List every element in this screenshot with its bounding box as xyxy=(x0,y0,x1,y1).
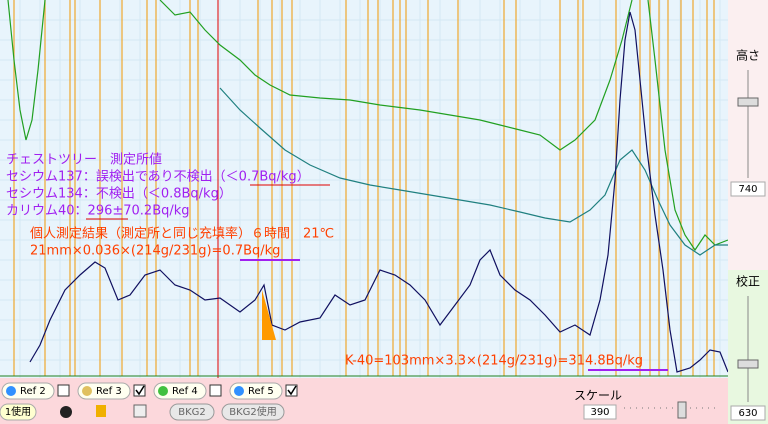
ref-button[interactable] xyxy=(77,382,131,400)
bkg2-use-button[interactable] xyxy=(221,403,285,421)
ref-label: Ref 5 xyxy=(248,386,274,397)
paw-icon[interactable] xyxy=(60,406,72,418)
button-label: BKG2使用 xyxy=(229,405,277,418)
annotation: 個人測定結果（測定所と同じ充填率）６時間 21℃ xyxy=(30,226,334,242)
ref-label: Ref 4 xyxy=(172,386,198,397)
panel-label: 校正 xyxy=(736,274,760,289)
ref-dot xyxy=(158,386,168,396)
scale-slider[interactable] xyxy=(677,401,687,419)
ref-button[interactable] xyxy=(229,382,283,400)
peak-area xyxy=(262,290,276,340)
plot-area xyxy=(0,0,728,378)
button-label: BKG2 xyxy=(178,407,206,418)
roi-lines xyxy=(13,0,715,376)
lock-icon[interactable] xyxy=(96,405,106,417)
annotation: K-40=103mm×3.3×(214g/231g)=314.8Bq/kg xyxy=(345,354,643,369)
ref-label: Ref 2 xyxy=(20,386,46,397)
check-mark xyxy=(287,385,297,396)
use-button[interactable] xyxy=(0,403,37,421)
button-label: 1使用 xyxy=(5,405,31,418)
height-slider[interactable] xyxy=(737,97,759,107)
value-box xyxy=(730,181,766,197)
calibration-value: 630 xyxy=(738,408,757,419)
ref-checkbox[interactable] xyxy=(57,384,70,397)
annotation: 21mm×0.036×(214g/231g)=0.7Bq/kg xyxy=(30,244,280,259)
calibration-slider[interactable] xyxy=(737,359,759,369)
ref-checkbox[interactable] xyxy=(133,384,146,397)
annotation: セシウム134：不検出（＜0.8Bq/kg） xyxy=(6,187,232,202)
ref-label: Ref 3 xyxy=(96,386,122,397)
ref-dot xyxy=(6,386,16,396)
scale-label: スケール xyxy=(574,389,622,403)
ref-curve xyxy=(159,0,729,252)
check-mark xyxy=(135,385,145,396)
bkg2-button[interactable] xyxy=(169,403,215,421)
value-box xyxy=(583,404,617,420)
ref-dot xyxy=(82,386,92,396)
ref-checkbox[interactable] xyxy=(209,384,222,397)
ref-button[interactable] xyxy=(1,382,55,400)
ref-dot xyxy=(234,386,244,396)
annotation: チェストツリー 測定所値 xyxy=(6,152,162,168)
bkg-curve xyxy=(219,87,728,256)
ref-curve xyxy=(7,0,46,141)
spectrum-curve xyxy=(29,11,729,373)
annotation: セシウム137：誤検出であり不検出（＜0.7Bq/kg） xyxy=(6,169,310,185)
panel-label: 高さ xyxy=(736,48,760,63)
value-box xyxy=(730,405,766,421)
annotation: カリウム40：296±70.2Bq/kg xyxy=(6,204,190,219)
ref-checkbox[interactable] xyxy=(285,384,298,397)
ref-button[interactable] xyxy=(153,382,207,400)
trash-icon[interactable] xyxy=(133,404,147,418)
ref-group: Ref 2 Ref 3 Ref 4 Ref 5 xyxy=(1,382,298,400)
scale-value: 390 xyxy=(590,407,609,418)
height-value: 740 xyxy=(738,184,757,195)
